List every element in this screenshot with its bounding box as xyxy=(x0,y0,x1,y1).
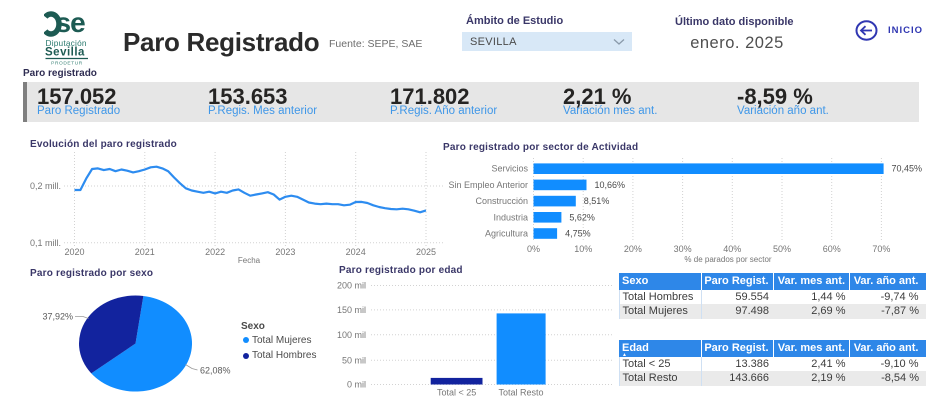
svg-text:20%: 20% xyxy=(624,244,642,254)
svg-text:37,92%: 37,92% xyxy=(42,312,73,322)
svg-text:150 mil: 150 mil xyxy=(337,305,366,315)
svg-text:Sin Empleo Anterior: Sin Empleo Anterior xyxy=(448,180,528,190)
svg-text:Agricultura: Agricultura xyxy=(485,229,528,239)
svg-text:% de parados por sector: % de parados por sector xyxy=(684,255,771,264)
svg-text:10%: 10% xyxy=(574,244,592,254)
svg-text:se: se xyxy=(56,9,86,38)
svg-text:Sevilla: Sevilla xyxy=(45,47,85,59)
svg-text:2023: 2023 xyxy=(275,247,295,257)
svg-text:5,62%: 5,62% xyxy=(569,212,595,222)
svg-text:2021: 2021 xyxy=(135,247,155,257)
svg-text:Construcción: Construcción xyxy=(475,196,528,206)
svg-text:0,1 mill.: 0,1 mill. xyxy=(30,238,61,248)
svg-text:Total Resto: Total Resto xyxy=(498,388,543,398)
svg-text:62,08%: 62,08% xyxy=(200,366,231,376)
svg-text:0%: 0% xyxy=(527,244,540,254)
svg-text:2025: 2025 xyxy=(416,247,436,257)
svg-text:2020: 2020 xyxy=(64,247,84,257)
svg-text:30%: 30% xyxy=(674,244,692,254)
svg-text:Fecha: Fecha xyxy=(238,256,261,265)
svg-text:200 mil: 200 mil xyxy=(337,281,366,291)
svg-text:70%: 70% xyxy=(872,244,890,254)
svg-text:8,51%: 8,51% xyxy=(584,196,610,206)
svg-text:Industria: Industria xyxy=(493,212,528,222)
svg-text:0,2 mill.: 0,2 mill. xyxy=(30,181,61,191)
svg-text:60%: 60% xyxy=(823,244,841,254)
svg-text:Total < 25: Total < 25 xyxy=(437,388,476,398)
svg-text:70,45%: 70,45% xyxy=(892,164,923,174)
svg-text:10,66%: 10,66% xyxy=(595,180,626,190)
svg-text:2022: 2022 xyxy=(205,247,225,257)
svg-text:100 mil: 100 mil xyxy=(337,330,366,340)
svg-text:50%: 50% xyxy=(773,244,791,254)
svg-text:2024: 2024 xyxy=(346,247,366,257)
svg-text:50 mil: 50 mil xyxy=(342,355,366,365)
svg-text:40%: 40% xyxy=(723,244,741,254)
svg-text:PRODETUR: PRODETUR xyxy=(51,61,83,67)
svg-text:0 mil: 0 mil xyxy=(347,380,366,390)
svg-text:Diputación: Diputación xyxy=(46,38,87,48)
svg-text:4,75%: 4,75% xyxy=(565,229,591,239)
svg-text:Servicios: Servicios xyxy=(491,164,528,174)
